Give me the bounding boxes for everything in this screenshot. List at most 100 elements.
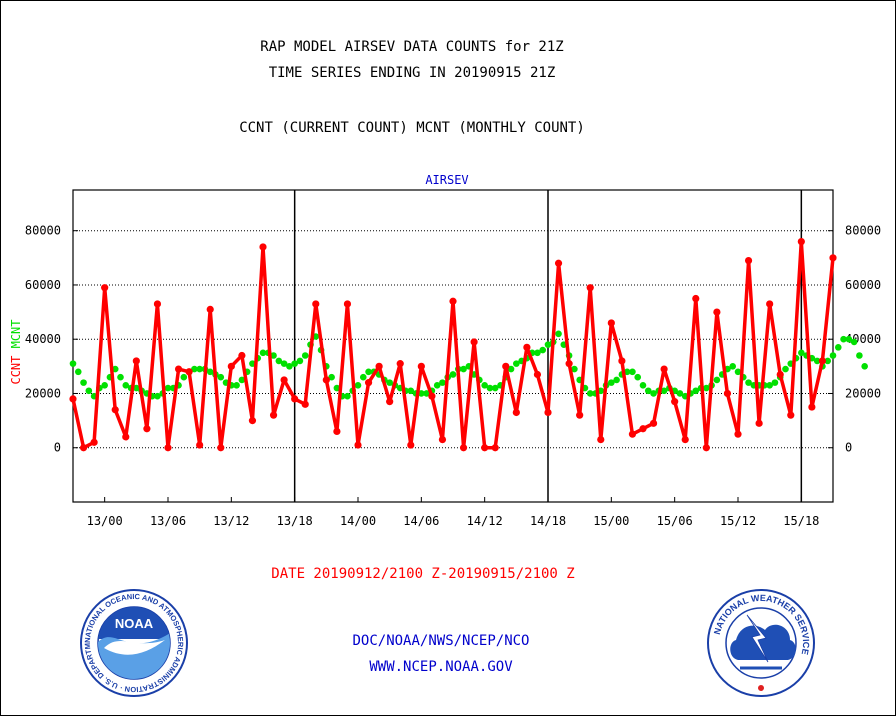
mcnt-point: [850, 338, 858, 346]
ccnt-point: [301, 400, 309, 408]
ccnt-point: [164, 444, 172, 452]
ccnt-point: [787, 411, 795, 419]
url-link[interactable]: WWW.NCEP.NOAA.GOV: [369, 659, 513, 675]
ccnt-point: [217, 444, 225, 452]
mcnt-point: [613, 376, 620, 384]
y-tick-label-left: 60000: [25, 278, 61, 292]
y-tick-label-right: 20000: [845, 386, 881, 400]
mcnt-point: [534, 349, 541, 357]
ccnt-point: [417, 362, 425, 370]
ccnt-point: [259, 243, 267, 251]
ccnt-point: [734, 430, 742, 438]
ccnt-point: [343, 300, 352, 308]
mcnt-point: [703, 384, 710, 392]
mcnt-point: [101, 382, 108, 389]
mcnt-point: [861, 363, 868, 370]
mcnt-point: [217, 373, 225, 381]
mcnt-point: [270, 352, 277, 359]
mcnt-point: [571, 365, 578, 373]
ccnt-point: [333, 427, 341, 436]
mcnt-point: [296, 357, 304, 365]
mcnt-point: [344, 392, 351, 400]
mcnt-point: [729, 363, 737, 370]
ccnt-point: [586, 284, 594, 292]
mcnt-point: [206, 368, 214, 376]
mcnt-point: [840, 335, 847, 343]
y-tick-label-right: 0: [845, 441, 852, 455]
mcnt-point: [650, 390, 657, 397]
mcnt-point: [359, 373, 367, 381]
ccnt-point: [280, 376, 288, 384]
ccnt-point: [185, 368, 193, 376]
ccnt-point: [196, 441, 204, 449]
ccnt-point: [744, 256, 753, 265]
mcnt-point: [164, 384, 172, 392]
mcnt-point: [713, 376, 721, 384]
mcnt-point: [449, 371, 457, 378]
noaa-logo-text: NOAA: [115, 616, 154, 631]
mcnt-point: [301, 352, 309, 359]
ccnt-point: [797, 237, 805, 246]
ccnt-point: [248, 417, 257, 425]
mcnt-point: [280, 360, 288, 367]
ccnt-point: [628, 430, 637, 438]
mcnt-point: [829, 352, 837, 359]
mcnt-point: [544, 341, 552, 348]
x-tick-label: 14/00: [340, 514, 376, 528]
ccnt-point: [396, 360, 404, 368]
ccnt-point: [502, 362, 510, 370]
ccnt-point: [523, 343, 531, 351]
mcnt-point: [644, 387, 652, 395]
y-label-ccnt: CCNT: [9, 356, 23, 385]
y-tick-label-left: 40000: [25, 332, 61, 346]
mcnt-point: [365, 368, 372, 376]
nws-logo: NATIONAL WEATHER SERVICE: [707, 589, 815, 697]
ccnt-point: [723, 389, 732, 398]
date-range: DATE 20190912/2100 Z-20190915/2100 Z: [271, 566, 574, 582]
mcnt-point: [507, 365, 515, 373]
x-tick-label: 13/12: [213, 514, 249, 528]
ccnt-point: [692, 294, 700, 303]
mcnt-point: [328, 373, 335, 381]
ccnt-point: [386, 398, 394, 406]
x-tick-label: 14/18: [530, 514, 566, 528]
ccnt-point: [554, 259, 563, 267]
mcnt-point: [238, 376, 246, 384]
mcnt-point: [486, 384, 494, 392]
mcnt-point: [460, 365, 467, 373]
ccnt-point: [143, 425, 151, 433]
ccnt-line: [71, 239, 835, 450]
ccnt-point: [660, 365, 668, 373]
ccnt-point: [702, 444, 710, 452]
ccnt-point: [227, 362, 235, 370]
ccnt-point: [111, 406, 119, 414]
mcnt-point: [286, 363, 293, 370]
mcnt-point: [660, 387, 668, 395]
ccnt-point: [364, 379, 373, 387]
ccnt-point: [269, 411, 278, 419]
mcnt-point: [80, 379, 87, 386]
mcnt-point: [676, 390, 684, 397]
title-line-2: TIME SERIES ENDING IN 20190915 21Z: [269, 65, 556, 81]
ccnt-point: [449, 297, 457, 305]
ccnt-point: [132, 357, 140, 365]
mcnt-point: [85, 387, 93, 395]
ccnt-point: [766, 300, 774, 308]
mcnt-point: [117, 373, 124, 381]
mcnt-point: [191, 365, 198, 373]
mcnt-point: [734, 368, 742, 376]
x-tick-label: 13/00: [87, 514, 123, 528]
mcnt-point: [233, 382, 240, 389]
org-line[interactable]: DOC/NOAA/NWS/NCEP/NCO: [352, 633, 529, 649]
mcnt-point: [69, 360, 77, 367]
mcnt-point: [259, 349, 267, 357]
mcnt-point: [386, 379, 393, 386]
ccnt-point: [481, 444, 489, 452]
x-tick-label: 15/00: [593, 514, 629, 528]
mcnt-point: [74, 368, 82, 376]
x-axis-ticks: 13/00 13/06 13/12 13/18 14/00 14/06 14/12 14/18…: [87, 497, 819, 528]
ccnt-point: [818, 357, 827, 365]
x-tick-label: 15/18: [783, 514, 819, 528]
mcnt-point: [555, 330, 562, 338]
